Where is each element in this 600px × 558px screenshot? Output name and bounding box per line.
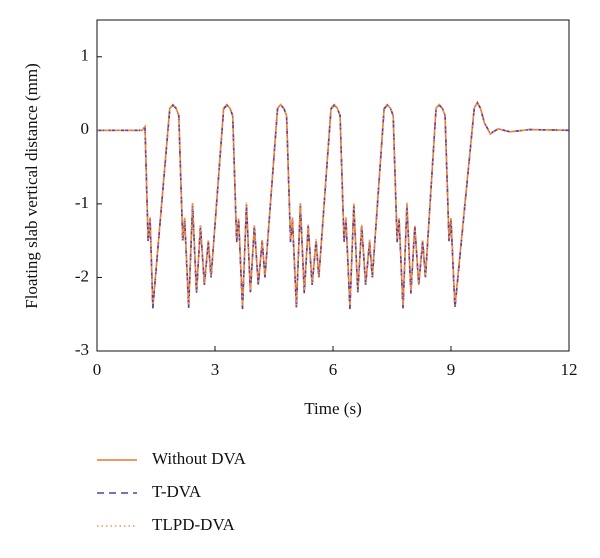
legend-label: Without DVA [152, 449, 247, 468]
legend-label: T-DVA [152, 482, 202, 501]
y-tick-label: -1 [75, 193, 89, 212]
x-tick-label: 6 [329, 360, 338, 379]
x-axis-label: Time (s) [304, 399, 361, 418]
x-tick-label: 0 [93, 360, 102, 379]
y-tick-label: -3 [75, 340, 89, 359]
y-tick-label: 0 [81, 119, 90, 138]
legend-label: TLPD-DVA [152, 515, 236, 534]
plot-frame [96, 19, 570, 352]
series-line [97, 100, 570, 306]
y-tick-label: 1 [81, 46, 90, 65]
y-tick-label: -2 [75, 266, 89, 285]
x-tick-label: 9 [447, 360, 456, 379]
x-tick-label: 3 [211, 360, 220, 379]
y-axis-label: Floating slab vertical distance (mm) [22, 63, 41, 309]
x-tick-label: 12 [561, 360, 578, 379]
